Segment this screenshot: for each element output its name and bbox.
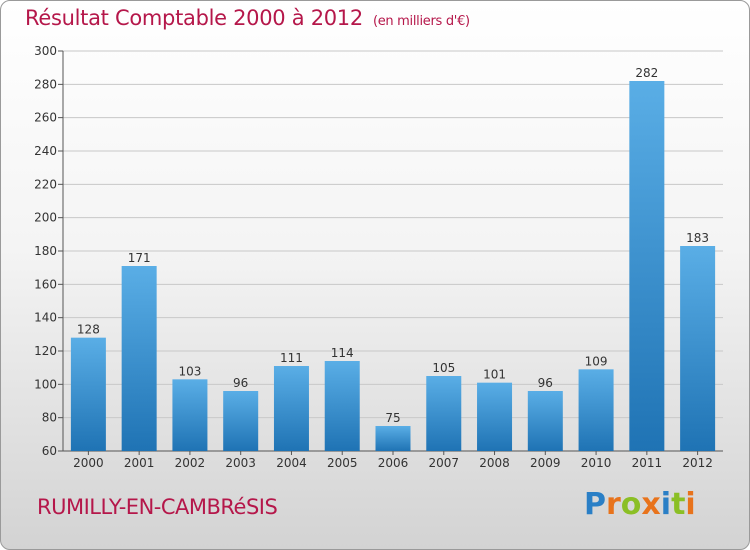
data-label: 103 — [178, 364, 201, 378]
bar-2009 — [527, 391, 563, 451]
axes: 60 80 100 120 140 160 180 200 220 240 260 280 300 200… — [34, 44, 723, 470]
y-tick-label: 200 — [34, 211, 57, 225]
y-tick-label: 80 — [42, 411, 57, 425]
data-label: 282 — [635, 66, 658, 80]
bar-2005 — [324, 361, 360, 451]
data-label: 75 — [385, 411, 400, 425]
x-tick-label: 2008 — [479, 456, 510, 470]
x-tick-label: 2000 — [73, 456, 104, 470]
y-tick-label: 280 — [34, 77, 57, 91]
bars — [70, 81, 716, 451]
x-tick-label: 2004 — [276, 456, 307, 470]
logo-letter: r — [606, 487, 621, 522]
y-tick-label: 180 — [34, 244, 57, 258]
data-label: 183 — [686, 231, 709, 245]
logo-letter: x — [641, 487, 661, 522]
y-tick-label: 120 — [34, 344, 57, 358]
x-tick-label: 2010 — [581, 456, 612, 470]
x-tick-label: 2002 — [175, 456, 206, 470]
bar-2011 — [629, 81, 665, 451]
x-tick-label: 2012 — [682, 456, 713, 470]
bar-2007 — [426, 376, 462, 451]
bar-2006 — [375, 426, 411, 451]
logo-letter: i — [660, 487, 672, 522]
y-tick-label: 300 — [34, 44, 57, 58]
logo-letter: o — [620, 487, 642, 522]
data-label: 105 — [432, 361, 455, 375]
data-label: 96 — [538, 376, 553, 390]
data-label: 128 — [77, 323, 100, 337]
bar-2001 — [121, 266, 157, 451]
x-tick-label: 2011 — [632, 456, 663, 470]
data-label: 171 — [128, 251, 151, 265]
x-tick-label: 2006 — [378, 456, 409, 470]
x-tick-label: 2003 — [225, 456, 256, 470]
logo-letter: t — [671, 487, 686, 522]
data-label: 114 — [331, 346, 354, 360]
proxiti-logo[interactable]: Proxiti — [584, 487, 696, 522]
y-tick-label: 140 — [34, 311, 57, 325]
bar-2008 — [477, 382, 513, 451]
x-tick-label: 2005 — [327, 456, 358, 470]
bar-2003 — [223, 391, 259, 451]
data-label: 96 — [233, 376, 248, 390]
data-label: 109 — [585, 354, 608, 368]
y-tick-label: 100 — [34, 377, 57, 391]
bar-2012 — [680, 246, 716, 451]
data-labels: 128 171 103 96 111 114 75 105 101 96 109 282 183 — [77, 66, 709, 425]
bar-2002 — [172, 379, 208, 451]
y-tick-label: 160 — [34, 277, 57, 291]
grid-lines — [63, 50, 723, 452]
logo-letter: P — [584, 487, 606, 522]
y-tick-label: 60 — [42, 444, 57, 458]
logo-letter: i — [685, 487, 696, 522]
data-label: 111 — [280, 351, 303, 365]
data-label: 101 — [483, 368, 506, 382]
y-tick-label: 240 — [34, 144, 57, 158]
y-tick-label: 220 — [34, 177, 57, 191]
x-tick-label: 2009 — [530, 456, 561, 470]
y-tick-label: 260 — [34, 111, 57, 125]
x-tick-label: 2001 — [124, 456, 155, 470]
town-name: RUMILLY-EN-CAMBRéSIS — [37, 495, 278, 519]
chart-subtitle: (en milliers d'€) — [372, 14, 470, 29]
bar-2000 — [70, 337, 106, 451]
chart-title: Résultat Comptable 2000 à 2012 (en millie… — [25, 6, 470, 30]
bar-2004 — [273, 366, 309, 451]
x-tick-label: 2007 — [428, 456, 459, 470]
chart-title-text: Résultat Comptable 2000 à 2012 — [25, 6, 363, 30]
bar-2010 — [578, 369, 614, 451]
